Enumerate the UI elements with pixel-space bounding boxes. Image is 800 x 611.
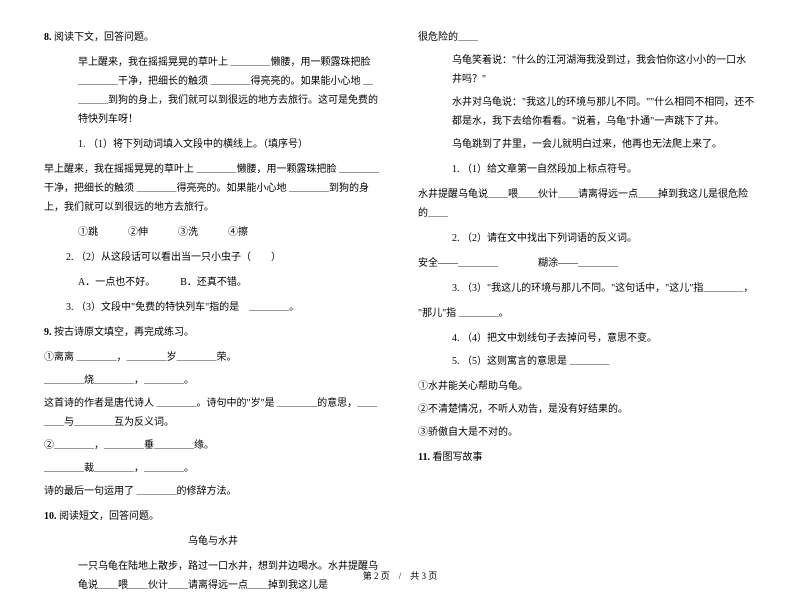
r-sub4-label: 4.	[452, 333, 460, 344]
q8-header: 8. 阅读下文，回答问题。	[44, 28, 382, 47]
r-cont2: 乌龟笑着说："什么的江河湖海我没到过，我会怕你这小小的一口水井吗？"	[418, 51, 756, 89]
q8-title: 阅读下文，回答问题。	[54, 32, 154, 43]
q11-title: 看图写故事	[432, 452, 482, 463]
q8-sub3-label: 3.	[66, 302, 74, 313]
q8-p1: 早上醒来，我在摇摇晃晃的草叶上 ＿＿＿＿懒腰，用一颗露珠把脸 ＿＿＿＿干净，把细…	[44, 53, 382, 129]
page-footer: 第 2 页 / 共 3 页	[0, 569, 800, 582]
q9-l4: ②＿＿＿＿，＿＿＿＿垂＿＿＿＿缘。	[44, 436, 382, 455]
q8-sub3: 3. （3）文段中"免费的特快列车"指的是 ＿＿＿＿。	[44, 298, 382, 317]
q8-optA: A．一点也不好。	[78, 277, 155, 288]
r-sub3-text2: "那儿"指 ＿＿＿＿。	[418, 304, 756, 323]
q8-sub1-label: 1.	[78, 139, 86, 150]
q8-sub2-opts: A．一点也不好。 B．还真不错。	[44, 273, 382, 292]
q8-fill: 早上醒来，我在摇摇晃晃的草叶上 ＿＿＿＿懒腰，用一颗露珠把脸 ＿＿＿＿干净，把细…	[44, 160, 382, 217]
q8-sub3-text: （3）文段中"免费的特快列车"指的是 ＿＿＿＿。	[76, 302, 299, 313]
r-sub3: 3. （3）"我这儿的环境与那儿不同。"这句话中，"这儿"指＿＿＿＿，	[418, 279, 756, 298]
q8-sub2-text: （2）从这段话可以看出当一只小虫子（ ）	[76, 252, 281, 263]
r-cont3: 水井对乌龟说："我这儿的环境与那儿不同。""什么相同不相同，还不都是水，我下去给…	[418, 93, 756, 131]
r-sub4-text: （4）把文中划线句子去掉问号，意思不变。	[462, 333, 657, 344]
r-sub3-label: 3.	[452, 283, 460, 294]
q9-title: 按古诗原文填空，再完成练习。	[54, 327, 194, 338]
r-fill2: 安全——＿＿＿＿ 糊涂——＿＿＿＿	[418, 254, 756, 273]
q9-l6: 诗的最后一句运用了 ＿＿＿＿的修辞方法。	[44, 482, 382, 501]
r-sub2-label: 2.	[452, 233, 460, 244]
right-column: 很危险的＿＿ 乌龟笑着说："什么的江河湖海我没到过，我会怕你这小小的一口水井吗？…	[418, 28, 756, 601]
r-sub5: 5. （5）这则寓言的意思是 ＿＿＿＿	[418, 352, 756, 371]
q9-l2: ＿＿＿＿烧＿＿＿＿，＿＿＿＿。	[44, 371, 382, 390]
q9-l5: ＿＿＿＿裁＿＿＿＿，＿＿＿＿。	[44, 459, 382, 478]
r-sub1-label: 1.	[452, 164, 460, 175]
r-cont4: 乌龟跳到了井里，一会儿就明白过来，他再也无法爬上来了。	[418, 135, 756, 154]
r-opt3: ③骄傲自大是不对的。	[418, 423, 756, 442]
q9-num: 9.	[44, 327, 52, 338]
r-sub3-text: （3）"我这儿的环境与那儿不同。"这句话中，"这儿"指＿＿＿＿，	[462, 283, 753, 294]
q9-l1: ①离离 ＿＿＿＿，＿＿＿＿岁＿＿＿＿荣。	[44, 348, 382, 367]
r-sub2: 2. （2）请在文中找出下列词语的反义词。	[418, 229, 756, 248]
r-cont1: 很危险的＿＿	[418, 28, 756, 47]
q8-sub2: 2. （2）从这段话可以看出当一只小虫子（ ）	[44, 248, 382, 267]
r-sub5-text: （5）这则寓言的意思是 ＿＿＿＿	[462, 356, 610, 367]
r-fill1: 水井提醒乌龟说＿＿喂＿＿伙计＿＿请离得远一点＿＿掉到我这儿是很危险的＿＿	[418, 185, 756, 223]
q8-sub2-label: 2.	[66, 252, 74, 263]
q8-sub1-text: （1）将下列动词填入文段中的横线上。（填序号）	[88, 139, 308, 150]
q10-header: 10. 阅读短文，回答问题。	[44, 507, 382, 526]
r-sub1: 1. （1）给文章第一自然段加上标点符号。	[418, 160, 756, 179]
left-column: 8. 阅读下文，回答问题。 早上醒来，我在摇摇晃晃的草叶上 ＿＿＿＿懒腰，用一颗…	[44, 28, 382, 601]
q8-num: 8.	[44, 32, 52, 43]
q10-story-title: 乌龟与水井	[44, 532, 382, 551]
r-opt2: ②不清楚情况，不听人劝告，是没有好结果的。	[418, 400, 756, 419]
q10-title: 阅读短文，回答问题。	[59, 511, 159, 522]
r-sub5-label: 5.	[452, 356, 460, 367]
r-sub4: 4. （4）把文中划线句子去掉问号，意思不变。	[418, 329, 756, 348]
r-opt1: ①水井能关心帮助乌龟。	[418, 377, 756, 396]
q8-opts: ①跳 ②伸 ③洗 ④擦	[44, 223, 382, 242]
q8-optB: B．还真不错。	[180, 277, 247, 288]
q9-header: 9. 按古诗原文填空，再完成练习。	[44, 323, 382, 342]
r-sub2-text: （2）请在文中找出下列词语的反义词。	[462, 233, 637, 244]
q11-header: 11. 看图写故事	[418, 448, 756, 467]
q8-sub1: 1. （1）将下列动词填入文段中的横线上。（填序号）	[44, 135, 382, 154]
q9-l3: 这首诗的作者是唐代诗人 ＿＿＿＿。诗句中的"岁"是 ＿＿＿＿的意思，＿＿＿＿与＿…	[44, 394, 382, 432]
q10-num: 10.	[44, 511, 57, 522]
q11-num: 11.	[418, 452, 430, 463]
r-sub1-text: （1）给文章第一自然段加上标点符号。	[462, 164, 637, 175]
